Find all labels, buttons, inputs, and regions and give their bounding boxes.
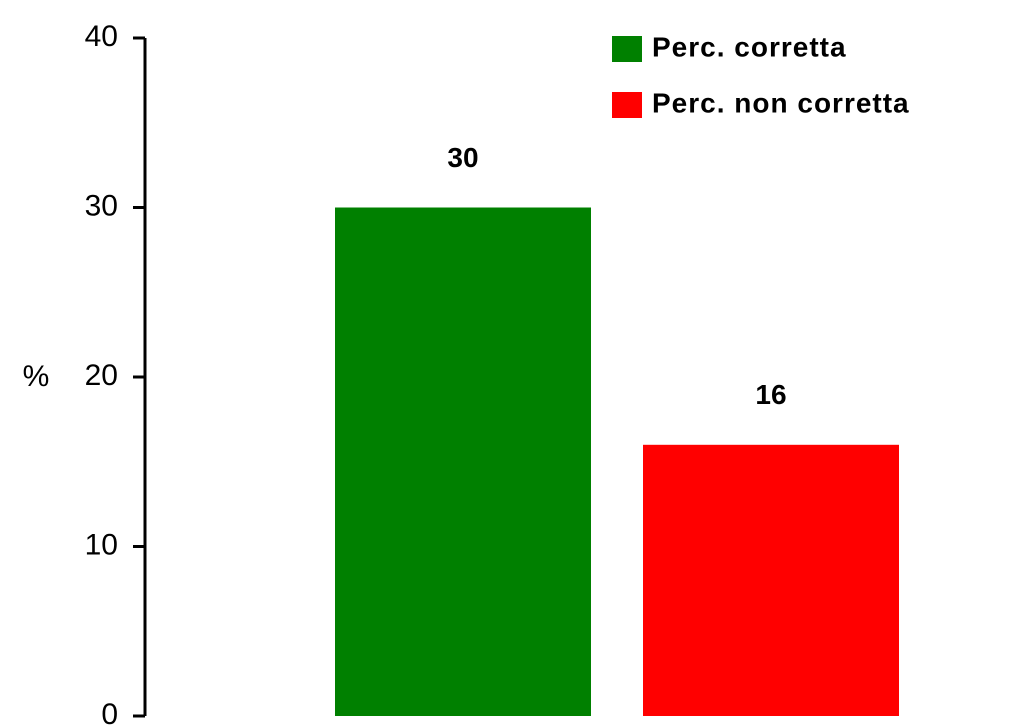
bar bbox=[643, 444, 899, 716]
y-tick-label: 0 bbox=[101, 698, 118, 728]
y-tick-label: 10 bbox=[85, 528, 118, 561]
y-tick-label: 30 bbox=[85, 189, 118, 222]
legend-swatch bbox=[612, 36, 642, 62]
data-label: 30 bbox=[447, 142, 478, 173]
y-axis-label: % bbox=[23, 360, 50, 393]
y-tick-label: 40 bbox=[85, 20, 118, 53]
data-label: 16 bbox=[755, 379, 786, 410]
legend-swatch bbox=[612, 92, 642, 118]
legend-label: Perc. corretta bbox=[652, 31, 847, 62]
bar bbox=[335, 207, 591, 716]
legend-label: Perc. non corretta bbox=[652, 87, 910, 118]
y-tick-label: 20 bbox=[85, 359, 118, 392]
